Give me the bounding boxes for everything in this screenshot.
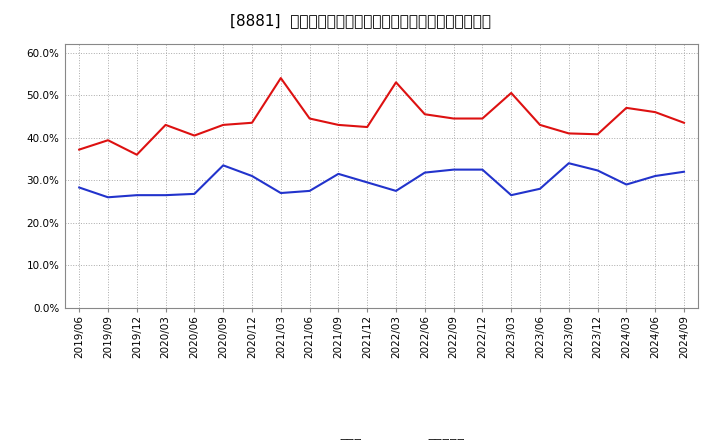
有利子負債 [536,186,544,191]
有利子負債 [276,191,285,196]
現預金 [478,116,487,121]
現預金 [392,80,400,85]
有利子負債 [622,182,631,187]
有利子負債 [593,168,602,173]
現預金 [190,133,199,138]
有利子負債 [507,193,516,198]
現預金 [219,122,228,128]
有利子負債 [305,188,314,194]
有利子負債 [161,193,170,198]
有利子負債 [651,173,660,179]
Text: [8881]  現預金、有利子負債の総資産に対する比率の推移: [8881] 現預金、有利子負債の総資産に対する比率の推移 [230,13,490,28]
現預金 [104,138,112,143]
有利子負債 [334,171,343,176]
現預金 [132,152,141,158]
現預金 [593,132,602,137]
現預金 [75,147,84,152]
Line: 現預金: 現預金 [79,78,684,155]
現預金 [276,75,285,81]
現預金 [161,122,170,128]
現預金 [449,116,458,121]
有利子負債 [478,167,487,172]
現預金 [536,122,544,128]
有利子負債 [248,173,256,179]
有利子負債 [392,188,400,194]
有利子負債 [363,180,372,185]
有利子負債 [132,193,141,198]
有利子負債 [564,161,573,166]
現預金 [305,116,314,121]
現預金 [680,120,688,125]
現預金 [248,120,256,125]
現預金 [334,122,343,128]
Legend: 現預金, 有利子負債: 現預金, 有利子負債 [293,433,470,440]
有利子負債 [104,194,112,200]
有利子負債 [680,169,688,174]
現預金 [651,110,660,115]
有利子負債 [219,163,228,168]
現預金 [622,105,631,110]
有利子負債 [420,170,429,175]
現預金 [420,112,429,117]
有利子負債 [449,167,458,172]
Line: 有利子負債: 有利子負債 [79,163,684,197]
現預金 [363,125,372,130]
有利子負債 [75,185,84,190]
現預金 [564,131,573,136]
有利子負債 [190,191,199,197]
現預金 [507,90,516,95]
